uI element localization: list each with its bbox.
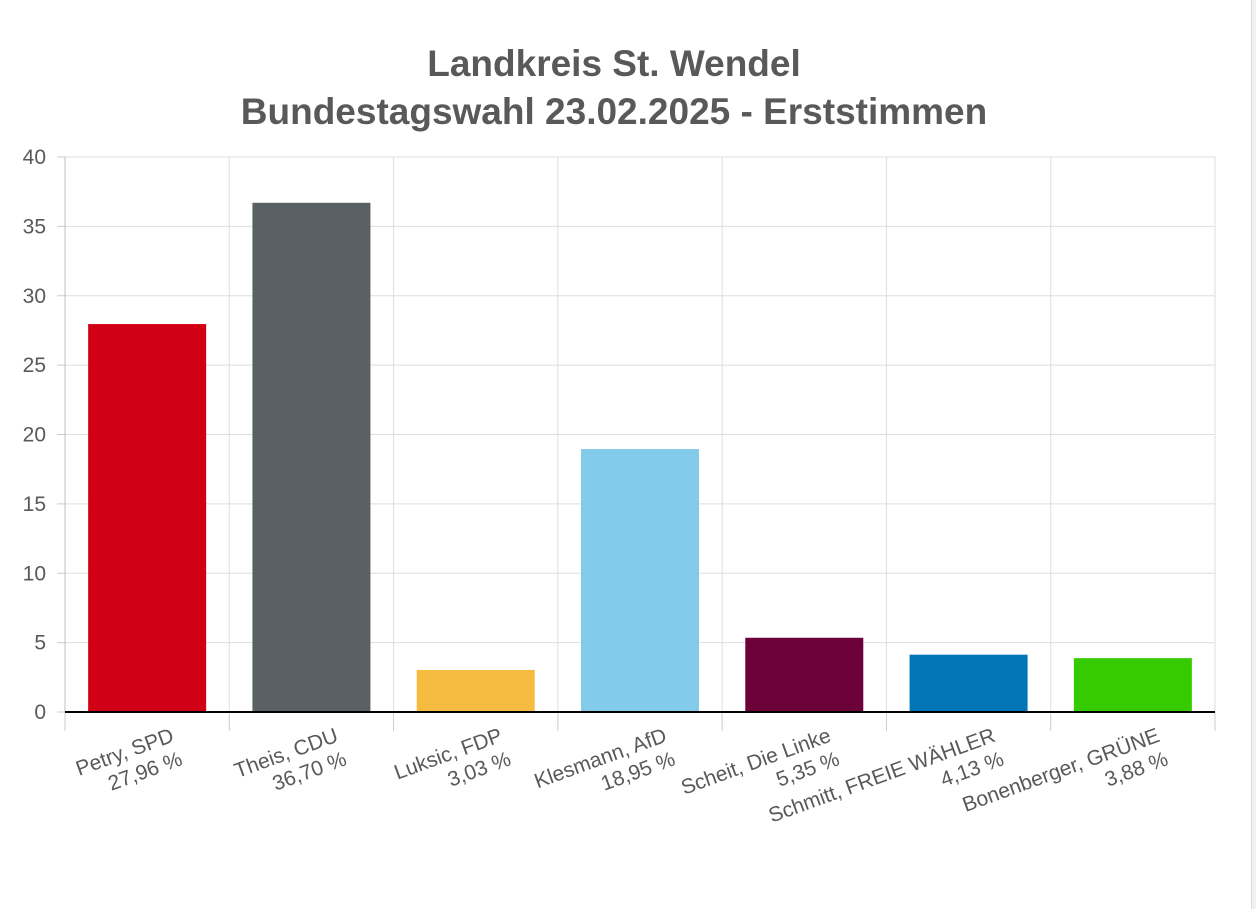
y-tick-label: 15 [23,493,46,516]
y-tick-label: 30 [23,285,46,308]
chart-subtitle: Bundestagswahl 23.02.2025 - Erststimmen [240,91,988,132]
bar[interactable] [416,669,535,712]
bar[interactable] [1073,658,1192,712]
window-edge [1251,0,1256,909]
bar[interactable] [581,449,699,712]
bar[interactable] [745,637,864,712]
y-tick-label: 25 [23,354,46,377]
axes-layer [57,156,1216,731]
bar[interactable] [88,324,207,712]
y-tick-label: 0 [34,701,46,724]
chart-title: Landkreis St. Wendel [427,43,801,84]
y-tick-label: 20 [23,424,46,447]
y-tick-label: 35 [23,215,46,238]
y-tick-label: 40 [23,146,46,169]
y-tick-label: 5 [34,632,46,655]
bars-layer [88,202,1192,712]
bar[interactable] [909,654,1028,712]
bar[interactable] [252,202,371,712]
y-tick-label: 10 [23,562,46,585]
